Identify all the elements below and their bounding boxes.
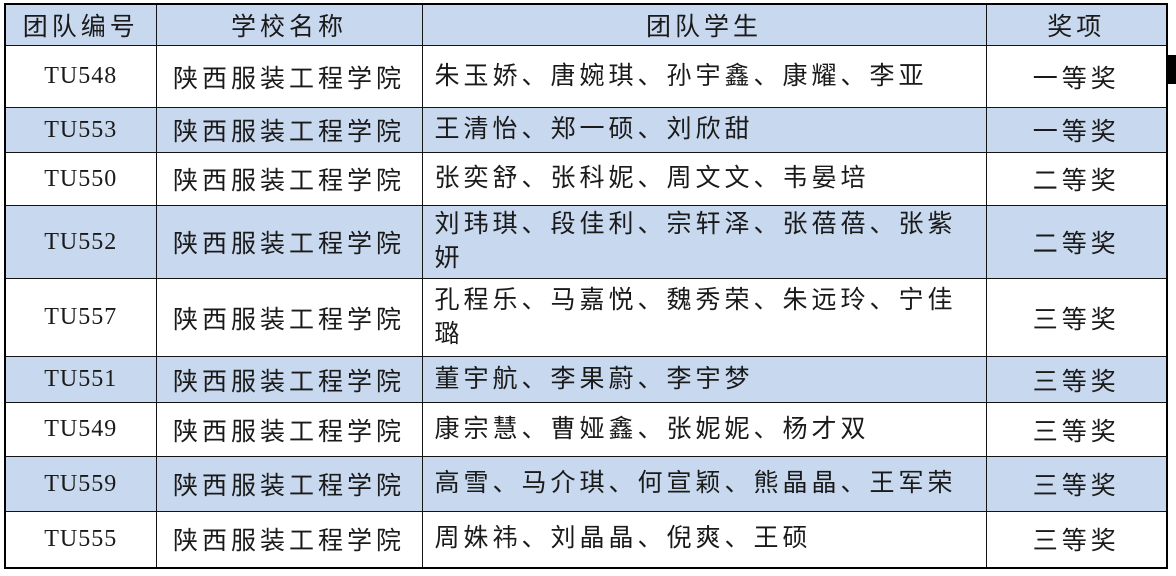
award-cell: 三等奖 — [985, 511, 1168, 568]
table-row: TU548 陕西服装工程学院 朱玉娇、唐婉琪、孙宇鑫、康耀、李亚 一等奖 — [4, 45, 1168, 108]
team-id-cell: TU548 — [4, 45, 157, 108]
school-cell: 陕西服装工程学院 — [155, 278, 423, 357]
students-cell: 周姝祎、刘晶晶、倪爽、王硕 — [421, 511, 987, 568]
students-cell: 高雪、马介琪、何宣颖、熊晶晶、王军荣 — [421, 456, 987, 512]
team-id-cell: TU551 — [4, 356, 157, 403]
award-cell: 三等奖 — [985, 402, 1168, 457]
students-cell: 王清怡、郑一硕、刘欣甜 — [421, 107, 987, 153]
students-cell: 朱玉娇、唐婉琪、孙宇鑫、康耀、李亚 — [421, 45, 987, 108]
team-id-cell: TU553 — [4, 107, 157, 153]
award-cell: 一等奖 — [985, 107, 1168, 153]
award-cell: 二等奖 — [985, 205, 1168, 279]
team-id-cell: TU559 — [4, 456, 157, 512]
header-cell-students: 团队学生 — [421, 3, 987, 46]
students-cell: 张奕舒、张科妮、周文文、韦晏培 — [421, 152, 987, 206]
school-cell: 陕西服装工程学院 — [155, 152, 423, 206]
award-cell: 三等奖 — [985, 456, 1168, 512]
award-cell: 三等奖 — [985, 278, 1168, 357]
header-cell-school: 学校名称 — [155, 3, 423, 46]
table-row: TU549 陕西服装工程学院 康宗慧、曹娅鑫、张妮妮、杨才双 三等奖 — [4, 402, 1168, 457]
table-row: TU557 陕西服装工程学院 孔程乐、马嘉悦、魏秀荣、朱远玲、宁佳璐 三等奖 — [4, 278, 1168, 357]
school-cell: 陕西服装工程学院 — [155, 402, 423, 457]
table-row: TU550 陕西服装工程学院 张奕舒、张科妮、周文文、韦晏培 二等奖 — [4, 152, 1168, 206]
team-id-cell: TU557 — [4, 278, 157, 357]
school-cell: 陕西服装工程学院 — [155, 456, 423, 512]
students-cell: 康宗慧、曹娅鑫、张妮妮、杨才双 — [421, 402, 987, 457]
school-cell: 陕西服装工程学院 — [155, 107, 423, 153]
students-cell: 孔程乐、马嘉悦、魏秀荣、朱远玲、宁佳璐 — [421, 278, 987, 357]
header-cell-team-id: 团队编号 — [4, 3, 157, 46]
school-cell: 陕西服装工程学院 — [155, 205, 423, 279]
table-row: TU559 陕西服装工程学院 高雪、马介琪、何宣颖、熊晶晶、王军荣 三等奖 — [4, 456, 1168, 512]
table-header-row: 团队编号 学校名称 团队学生 奖项 — [4, 3, 1168, 46]
award-cell: 一等奖 — [985, 45, 1168, 108]
award-cell: 二等奖 — [985, 152, 1168, 206]
team-id-cell: TU549 — [4, 402, 157, 457]
table-row: TU553 陕西服装工程学院 王清怡、郑一硕、刘欣甜 一等奖 — [4, 107, 1168, 153]
team-id-cell: TU555 — [4, 511, 157, 568]
students-cell: 刘玮琪、段佳利、宗轩泽、张蓓蓓、张紫妍 — [421, 205, 987, 279]
students-cell: 董宇航、李果蔚、李宇梦 — [421, 356, 987, 403]
awards-table: 团队编号 学校名称 团队学生 奖项 TU548 陕西服装工程学院 朱玉娇、唐婉琪… — [4, 3, 1168, 569]
school-cell: 陕西服装工程学院 — [155, 511, 423, 568]
school-cell: 陕西服装工程学院 — [155, 45, 423, 108]
school-cell: 陕西服装工程学院 — [155, 356, 423, 403]
team-id-cell: TU552 — [4, 205, 157, 279]
award-cell: 三等奖 — [985, 356, 1168, 403]
table-row: TU552 陕西服装工程学院 刘玮琪、段佳利、宗轩泽、张蓓蓓、张紫妍 二等奖 — [4, 205, 1168, 279]
header-cell-award: 奖项 — [985, 3, 1168, 46]
table-row: TU555 陕西服装工程学院 周姝祎、刘晶晶、倪爽、王硕 三等奖 — [4, 511, 1168, 568]
team-id-cell: TU550 — [4, 152, 157, 206]
table-row: TU551 陕西服装工程学院 董宇航、李果蔚、李宇梦 三等奖 — [4, 356, 1168, 403]
text-cursor-artifact — [1168, 55, 1176, 84]
